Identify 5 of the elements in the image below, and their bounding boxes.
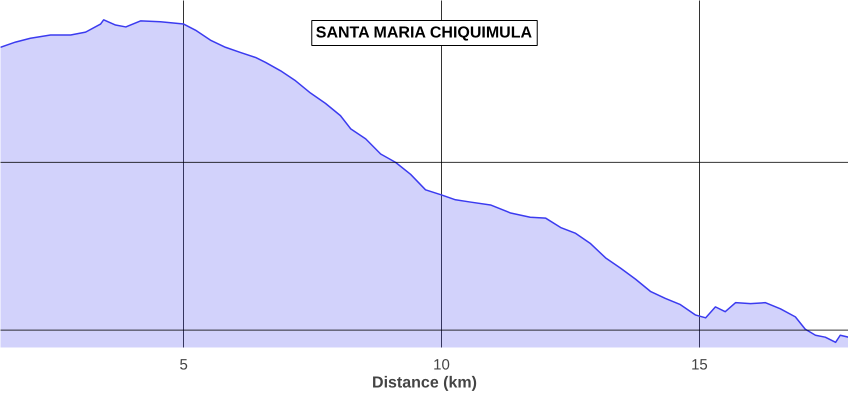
chart-title: SANTA MARIA CHIQUIMULA [316,24,532,42]
x-tick-label: 15 [691,356,708,374]
x-axis-title: Distance (km) [372,374,477,392]
x-tick-label: 10 [433,356,450,374]
x-tick-label: 5 [179,356,188,374]
